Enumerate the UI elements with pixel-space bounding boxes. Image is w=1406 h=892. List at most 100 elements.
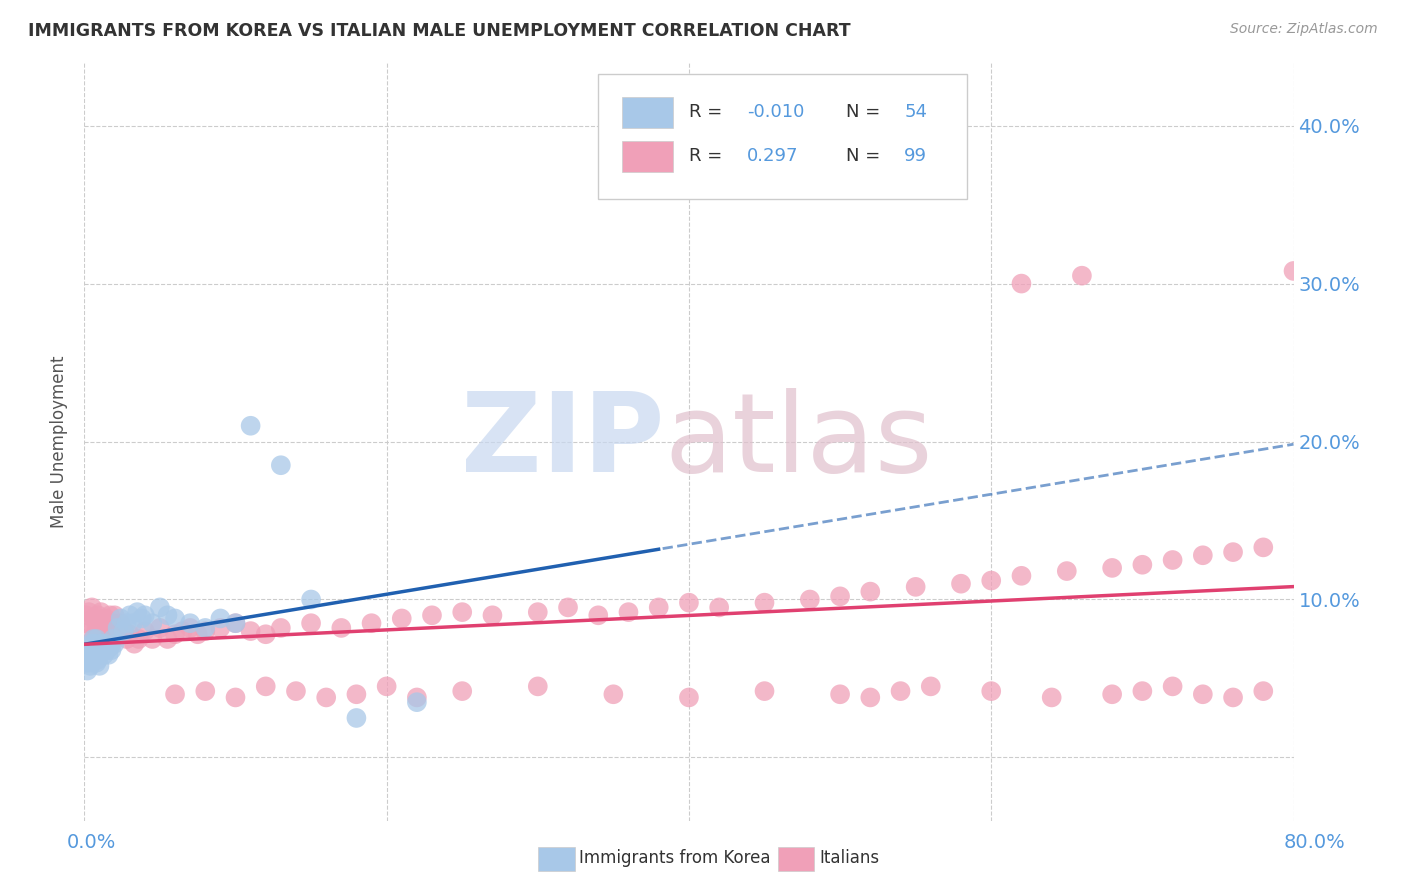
Point xyxy=(97,621,120,635)
Point xyxy=(179,621,201,635)
FancyBboxPatch shape xyxy=(623,96,673,128)
Point xyxy=(96,643,118,657)
Point xyxy=(754,684,776,698)
Point xyxy=(527,605,550,619)
Point xyxy=(84,627,107,641)
Point xyxy=(87,640,110,654)
Point xyxy=(134,608,156,623)
Point xyxy=(89,616,111,631)
Point xyxy=(225,616,247,631)
Point xyxy=(110,611,132,625)
Point xyxy=(481,608,503,623)
Point xyxy=(87,608,110,623)
Point xyxy=(93,648,115,662)
Point xyxy=(602,687,624,701)
Point xyxy=(80,637,103,651)
Point xyxy=(96,616,118,631)
Point xyxy=(980,574,1002,588)
Point xyxy=(79,658,101,673)
Point xyxy=(859,690,882,705)
Point xyxy=(149,621,172,635)
Point xyxy=(90,637,112,651)
Point xyxy=(141,616,163,631)
Point xyxy=(77,605,100,619)
Point xyxy=(179,616,201,631)
Text: 99: 99 xyxy=(904,147,927,165)
Point xyxy=(172,624,194,639)
Point xyxy=(122,637,145,651)
Point xyxy=(115,616,138,631)
Point xyxy=(101,616,124,631)
Point xyxy=(79,624,101,639)
Point xyxy=(82,632,104,646)
Point xyxy=(118,627,141,641)
Point xyxy=(76,664,98,678)
Point xyxy=(77,656,100,670)
Point xyxy=(709,600,731,615)
Point xyxy=(451,684,474,698)
Point xyxy=(110,616,132,631)
Point xyxy=(346,687,368,701)
Point xyxy=(141,632,163,646)
Point xyxy=(104,608,127,623)
Text: Immigrants from Korea: Immigrants from Korea xyxy=(579,849,770,867)
Point xyxy=(1253,541,1275,555)
Point xyxy=(1192,548,1215,563)
Point xyxy=(86,643,108,657)
Point xyxy=(451,605,474,619)
Point xyxy=(194,621,217,635)
Text: R =: R = xyxy=(689,103,728,121)
Point xyxy=(107,621,129,635)
Point xyxy=(239,624,262,639)
Point xyxy=(165,687,187,701)
Text: 0.0%: 0.0% xyxy=(66,833,117,853)
Point xyxy=(1222,690,1244,705)
Point xyxy=(127,605,149,619)
Point xyxy=(165,611,187,625)
Point xyxy=(980,684,1002,698)
Point xyxy=(134,624,156,639)
Point xyxy=(91,640,114,654)
Point xyxy=(84,637,107,651)
FancyBboxPatch shape xyxy=(623,141,673,172)
Point xyxy=(209,611,232,625)
Point xyxy=(1130,558,1153,572)
Point xyxy=(94,611,117,625)
Point xyxy=(112,624,135,639)
Point xyxy=(285,684,308,698)
Point xyxy=(330,621,353,635)
Point xyxy=(648,600,671,615)
Point xyxy=(97,648,120,662)
Point xyxy=(225,690,247,705)
Point xyxy=(194,684,217,698)
Point xyxy=(1071,268,1094,283)
Point xyxy=(1011,569,1033,583)
Point xyxy=(104,637,127,651)
Point xyxy=(87,652,110,666)
Point xyxy=(254,627,277,641)
Point xyxy=(1101,687,1123,701)
Point xyxy=(1161,679,1184,693)
Point xyxy=(617,605,640,619)
Point xyxy=(118,608,141,623)
Point xyxy=(86,656,108,670)
Point xyxy=(830,590,852,604)
Point xyxy=(904,580,927,594)
Point xyxy=(75,608,97,623)
Point xyxy=(86,632,108,646)
Point xyxy=(89,648,111,662)
Point xyxy=(950,576,973,591)
Point xyxy=(101,632,124,646)
Text: 80.0%: 80.0% xyxy=(1284,833,1346,853)
FancyBboxPatch shape xyxy=(599,74,967,199)
Point xyxy=(1282,264,1305,278)
Point xyxy=(156,632,179,646)
Point xyxy=(299,592,322,607)
Text: ZIP: ZIP xyxy=(461,388,665,495)
Point xyxy=(194,624,217,639)
Point xyxy=(77,648,100,662)
Point xyxy=(82,611,104,625)
Text: 0.297: 0.297 xyxy=(747,147,799,165)
Point xyxy=(299,616,322,631)
Text: atlas: atlas xyxy=(665,388,934,495)
